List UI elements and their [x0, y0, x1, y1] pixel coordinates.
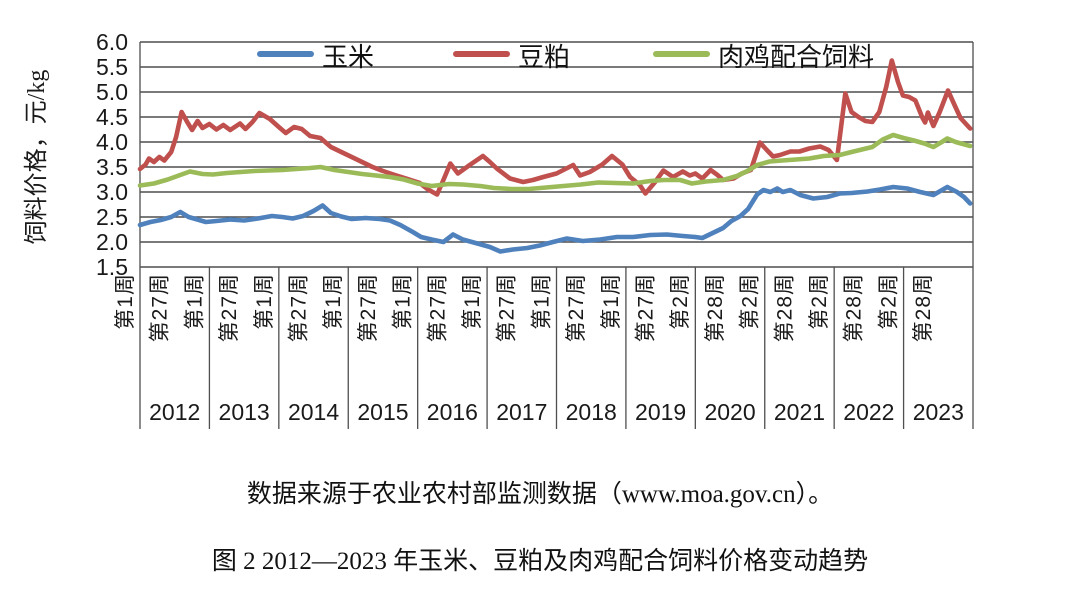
legend-label-soybean-meal: 豆粕	[518, 43, 570, 72]
x-axis-week-label: 第2周	[877, 273, 900, 330]
x-axis-week-label: 第2周	[739, 273, 762, 330]
figure-caption: 图 2 2012—2023 年玉米、豆粕及肉鸡配合饲料价格变动趋势	[211, 548, 869, 575]
x-axis-week-label: 第27周	[565, 273, 588, 342]
data-source-caption: 数据来源于农业农村部监测数据（www.moa.gov.cn）。	[246, 481, 834, 508]
legend-label-corn: 玉米	[322, 43, 374, 72]
y-axis-tick-label: 3.5	[96, 154, 128, 180]
x-axis-year-label: 2022	[843, 399, 894, 425]
x-axis-week-label: 第28周	[773, 273, 796, 342]
x-axis-week-label: 第1周	[114, 273, 137, 330]
y-axis-title: 饲料价格，元/kg	[23, 70, 50, 245]
legend-label-broiler-feed: 肉鸡配合饲料	[718, 43, 874, 72]
x-axis-year-label: 2016	[427, 399, 478, 425]
x-axis-week-label: 第28周	[912, 273, 935, 342]
x-axis-year-label: 2013	[219, 399, 270, 425]
series-line-soybean-meal	[137, 58, 973, 197]
y-axis-tick-label: 4.0	[96, 129, 128, 155]
y-axis-tick-label: 4.5	[96, 104, 128, 130]
x-axis-week-label: 第2周	[669, 273, 692, 330]
x-axis-week-label: 第1周	[461, 273, 484, 330]
x-axis-year-label: 2012	[149, 399, 200, 425]
x-axis-week-label: 第1周	[322, 273, 345, 330]
y-axis-tick-label: 3.0	[96, 179, 128, 205]
x-axis-week-label: 第28周	[704, 273, 727, 342]
y-axis-tick-label: 5.0	[96, 79, 128, 105]
x-axis-year-label: 2021	[774, 399, 825, 425]
legend-swatch-corn	[257, 51, 314, 57]
series-line-corn	[137, 184, 973, 254]
x-axis-year-label: 2014	[288, 399, 339, 425]
x-axis-week-label: 第1周	[600, 273, 623, 330]
x-axis-week-label: 第28周	[843, 273, 866, 342]
x-axis-week-label: 第27周	[426, 273, 449, 342]
x-axis-week-label: 第1周	[530, 273, 553, 330]
y-axis-tick-label: 2.5	[96, 204, 128, 230]
x-axis-year-label: 2020	[704, 399, 755, 425]
series-line-broiler-feed	[137, 132, 973, 192]
x-axis-year-label: 2015	[357, 399, 408, 425]
y-axis-tick-label: 6.0	[96, 29, 128, 55]
y-axis-tick-label: 1.5	[96, 254, 128, 280]
y-axis-tick-label: 2.0	[96, 229, 128, 255]
x-axis-year-label: 2017	[496, 399, 547, 425]
x-axis-week-label: 第1周	[392, 273, 415, 330]
x-axis-week-label: 第27周	[149, 273, 172, 342]
x-axis-week-label: 第27周	[288, 273, 311, 342]
x-axis-year-label: 2018	[566, 399, 617, 425]
x-axis-week-label: 第27周	[635, 273, 658, 342]
x-axis-year-label: 2019	[635, 399, 686, 425]
x-axis-week-label: 第27周	[357, 273, 380, 342]
x-axis-week-label: 第1周	[183, 273, 206, 330]
legend-swatch-broiler-feed	[653, 51, 710, 57]
legend-swatch-soybean-meal	[453, 51, 510, 57]
x-axis-year-label: 2023	[913, 399, 964, 425]
x-axis-week-label: 第27周	[218, 273, 241, 342]
x-axis-week-label: 第27周	[496, 273, 519, 342]
x-axis-week-label: 第2周	[808, 273, 831, 330]
y-axis-tick-label: 5.5	[96, 54, 128, 80]
x-axis-week-label: 第1周	[253, 273, 276, 330]
